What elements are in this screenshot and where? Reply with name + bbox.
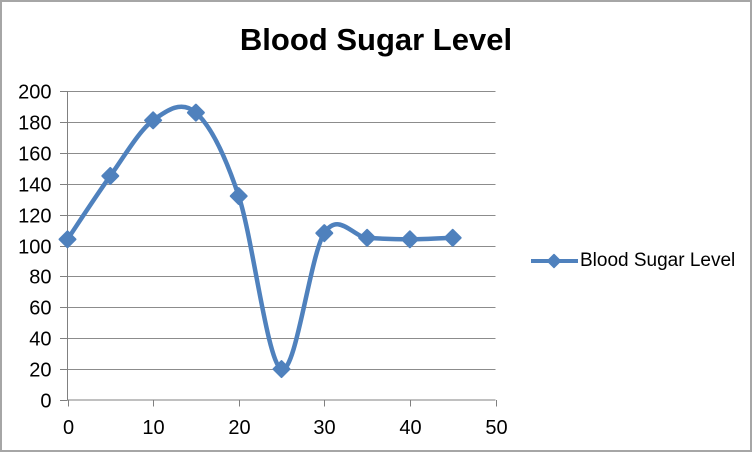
svg-text:160: 160 (18, 144, 51, 166)
svg-text:140: 140 (18, 175, 51, 197)
svg-text:40: 40 (399, 417, 421, 439)
svg-text:0: 0 (63, 417, 74, 439)
legend-series-marker-icon (531, 253, 578, 269)
svg-text:180: 180 (18, 113, 51, 135)
legend-series-label: Blood Sugar Level (580, 250, 736, 271)
svg-text:100: 100 (18, 237, 51, 259)
svg-text:80: 80 (29, 267, 51, 289)
legend: Blood Sugar Level (531, 249, 735, 273)
svg-text:50: 50 (485, 417, 507, 439)
svg-text:20: 20 (29, 360, 51, 382)
svg-text:200: 200 (18, 82, 51, 104)
svg-text:60: 60 (29, 298, 51, 320)
svg-text:120: 120 (18, 206, 51, 228)
svg-text:40: 40 (29, 329, 51, 351)
svg-text:30: 30 (313, 417, 335, 439)
svg-text:20: 20 (228, 417, 250, 439)
chart-title: Blood Sugar Level (239, 22, 513, 57)
svg-text:0: 0 (40, 391, 51, 413)
svg-text:10: 10 (142, 417, 164, 439)
